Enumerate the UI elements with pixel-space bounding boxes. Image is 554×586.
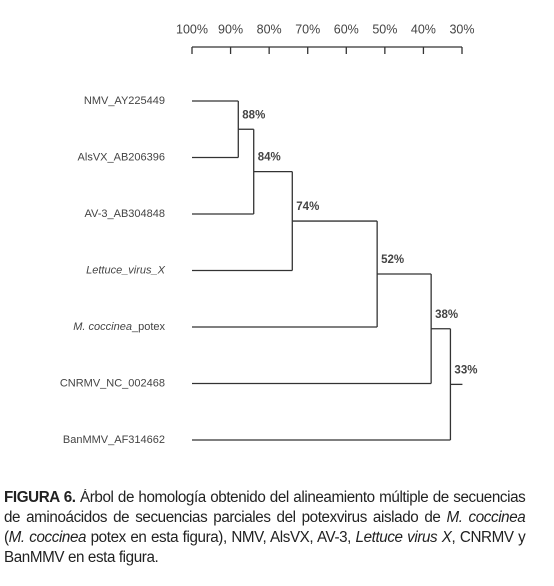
- x-tick-label: 80%: [257, 22, 282, 36]
- dendrogram: 100% 90% 80% 70% 60% 50% 40% 30% NMV_AY225449 Als…: [60, 22, 478, 446]
- caption-text: M. coccinea: [8, 529, 87, 546]
- leaf-label-part: M. coccinea: [73, 321, 132, 333]
- caption-text: M. coccinea: [446, 509, 526, 526]
- x-tick-label: 40%: [411, 22, 436, 36]
- leaf-label: M. coccinea_potex: [73, 321, 165, 333]
- leaf-label: BanMMV_AF314662: [63, 434, 165, 446]
- x-tick-label: 90%: [218, 22, 243, 36]
- node-label: 33%: [454, 364, 477, 376]
- leaf-label: NMV_AY225449: [84, 95, 165, 107]
- caption-text: potex en esta figura), NMV, AlsVX, AV-3,: [86, 529, 356, 546]
- leaf-label-part: _potex: [131, 321, 166, 333]
- caption-text: Árbol de homología obtenido del alineami…: [4, 489, 526, 526]
- node-label: 52%: [381, 254, 404, 266]
- x-tick-label: 70%: [295, 22, 320, 36]
- leaf-label: CNRMV_NC_002468: [60, 377, 165, 389]
- x-tick-label: 100%: [176, 22, 208, 36]
- node-label: 74%: [296, 201, 319, 213]
- caption-text: , CNRMV y BanMMV en esta figura.: [4, 529, 526, 566]
- caption-text: Lettuce virus X: [355, 529, 452, 546]
- leaf-label: Lettuce_virus_X: [86, 264, 166, 276]
- node-label: 38%: [435, 309, 458, 321]
- leaf-label: AlsVX_AB206396: [78, 151, 165, 163]
- x-tick-label: 60%: [334, 22, 359, 36]
- node-label: 88%: [242, 109, 265, 121]
- caption: FIGURA 6. Árbol de homología obtenido de…: [4, 488, 526, 568]
- x-tick-label: 30%: [449, 22, 474, 36]
- leaf-label: AV-3_AB304848: [84, 208, 165, 220]
- caption-text: (: [4, 529, 9, 546]
- node-label: 84%: [258, 152, 281, 164]
- x-tick-label: 50%: [372, 22, 397, 36]
- caption-text: FIGURA 6.: [4, 489, 76, 506]
